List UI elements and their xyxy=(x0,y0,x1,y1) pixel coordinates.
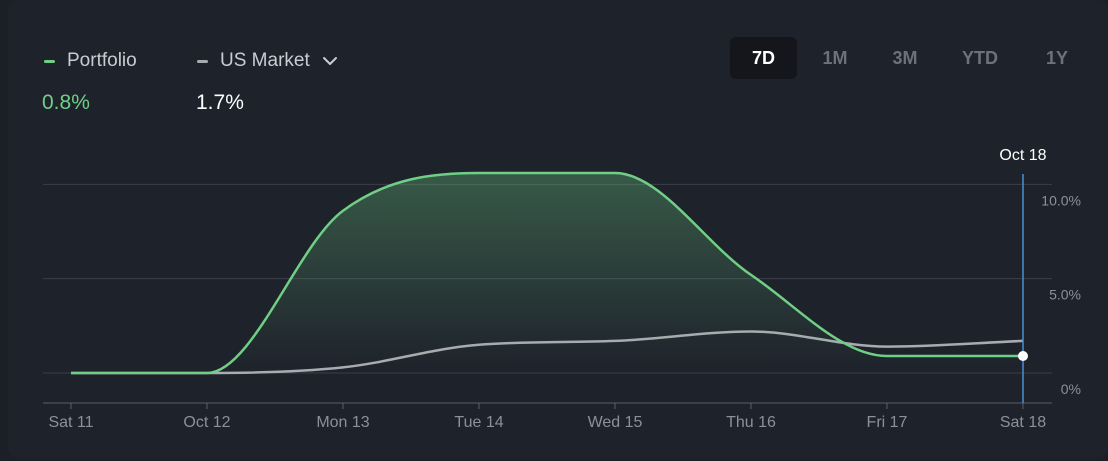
range-1y[interactable]: 1Y xyxy=(1045,47,1069,68)
market-swatch xyxy=(197,59,208,63)
portfolio-area xyxy=(71,173,1023,373)
chevron-down-icon xyxy=(322,53,338,69)
portfolio-value: 0.8% xyxy=(42,91,90,114)
range-1m[interactable]: 1M xyxy=(822,47,848,68)
hover-date-label: Oct 18 xyxy=(999,147,1046,164)
range-ytd[interactable]: YTD xyxy=(962,47,998,68)
x-tick-label: Thu 16 xyxy=(726,414,776,431)
portfolio-line xyxy=(71,171,1023,375)
y-tick-label: 5.0% xyxy=(1049,287,1081,303)
x-tick-label: Tue 14 xyxy=(454,414,503,431)
market-value: 1.7% xyxy=(196,91,244,114)
x-tick-label: Sat 11 xyxy=(48,414,93,431)
range-7d[interactable]: 7D xyxy=(730,37,797,79)
portfolio-label: Portfolio xyxy=(67,50,137,71)
y-tick-label: 10.0% xyxy=(1041,192,1081,208)
range-3m[interactable]: 3M xyxy=(892,47,918,68)
x-tick-label: Mon 13 xyxy=(316,414,369,431)
x-tick-label: Sat 18 xyxy=(1000,414,1046,431)
range-selector: 7D 1M 3M YTD 1Y xyxy=(730,37,1089,79)
market-selector[interactable]: US Market xyxy=(197,49,338,73)
portfolio-swatch xyxy=(44,59,55,63)
x-tick-label: Oct 12 xyxy=(183,414,230,431)
x-tick-label: Fri 17 xyxy=(867,414,908,431)
y-tick-label: 0% xyxy=(1061,381,1081,397)
legend-portfolio: Portfolio xyxy=(44,49,137,73)
hover-point xyxy=(1018,351,1028,362)
x-tick-label: Wed 15 xyxy=(588,414,643,431)
market-label: US Market xyxy=(220,50,310,71)
